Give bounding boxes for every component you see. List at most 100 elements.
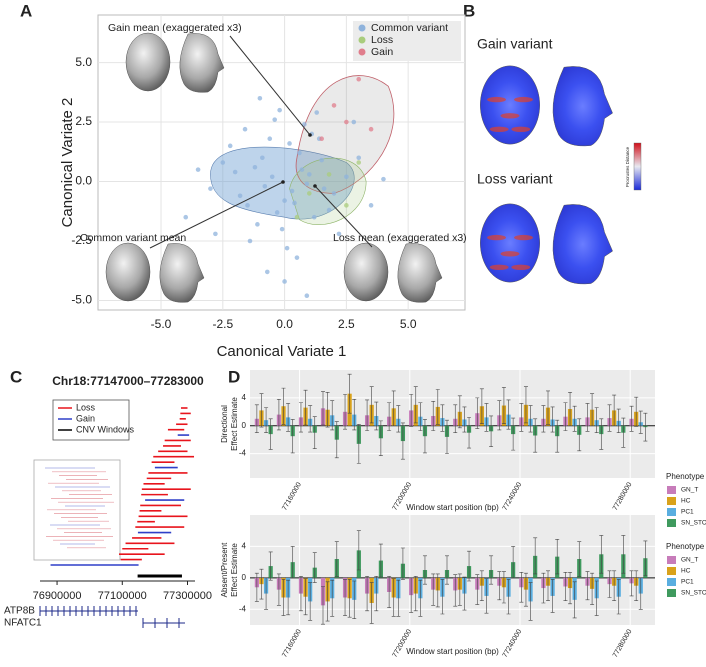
x-axis-title: Window start position (bp) — [406, 503, 499, 512]
y-tick-label: 4 — [242, 542, 247, 551]
scatter-point — [274, 210, 280, 215]
error-bar — [462, 576, 467, 611]
x-tick-label: -5.0 — [151, 317, 172, 331]
scatter-point — [307, 172, 312, 177]
scatter-point — [227, 143, 233, 149]
legend-label: GN_T — [681, 557, 698, 564]
error-bar — [303, 389, 308, 426]
legend-label: CNV Windows — [76, 424, 135, 434]
error-bar — [489, 555, 494, 585]
scatter-point — [252, 164, 258, 170]
scatter-point — [356, 76, 362, 82]
legend-swatch — [358, 36, 366, 44]
scatter-point — [304, 293, 310, 299]
error-bar — [276, 573, 281, 606]
panel-label: D — [228, 367, 240, 386]
error-bar — [445, 555, 450, 585]
scatter-point — [289, 188, 295, 194]
error-bar — [320, 586, 325, 625]
scatter-point — [304, 181, 310, 187]
error-bar — [489, 415, 494, 447]
error-bar — [369, 582, 374, 624]
face-render — [125, 32, 171, 92]
error-bar — [511, 546, 516, 579]
error-bar — [254, 404, 259, 434]
error-bar — [343, 394, 348, 430]
y-axis-title: Canonical Variate 2 — [59, 98, 76, 228]
x-axis-title: Window start position (bp) — [406, 647, 499, 656]
error-bar — [369, 386, 374, 424]
error-bar — [541, 405, 546, 433]
x-tick-label: 2.5 — [338, 317, 355, 331]
legend-title: Phenotype — [666, 472, 705, 481]
error-bar — [519, 572, 524, 603]
x-tick-label: 76900000 — [33, 590, 82, 602]
error-bar — [616, 579, 621, 615]
error-bar — [590, 393, 595, 427]
y-axis-title: Effect Estimate — [230, 397, 239, 451]
error-bar — [400, 547, 405, 580]
error-bar — [568, 391, 573, 427]
error-bar — [612, 570, 617, 601]
y-tick-label: -5.0 — [71, 293, 92, 307]
error-bar — [638, 577, 643, 610]
error-bar — [422, 419, 427, 454]
scatter-point — [294, 214, 300, 220]
error-bar — [435, 389, 440, 425]
face-render — [105, 242, 151, 302]
scatter-point — [319, 136, 324, 142]
y-axis-title: Absent/Present — [220, 542, 229, 597]
scatter-point — [282, 279, 287, 284]
error-bar — [440, 579, 445, 615]
error-bar — [303, 578, 308, 616]
scatter-point — [260, 155, 265, 161]
error-bar — [475, 397, 480, 429]
face-heat — [500, 113, 520, 119]
x-tick-label: 0.0 — [276, 317, 293, 331]
error-bar — [365, 575, 370, 612]
error-bar — [519, 403, 524, 432]
annotation: Common variant mean — [80, 232, 186, 244]
annotation-arrow — [149, 181, 284, 249]
scatter-point — [237, 193, 243, 199]
legend-swatch — [667, 508, 676, 516]
face-heading: Gain variant — [477, 36, 553, 52]
face-profile — [179, 33, 225, 93]
error-bar — [422, 555, 427, 585]
gene-label: NFATC1 — [4, 618, 42, 629]
scatter-point — [262, 183, 268, 189]
error-bar — [431, 401, 436, 431]
error-bar — [453, 404, 458, 434]
scatter-point — [242, 126, 248, 132]
error-bar — [555, 419, 560, 453]
error-bar — [391, 578, 396, 617]
scatter-point — [326, 207, 332, 213]
legend-label: Gain — [76, 413, 95, 423]
y-tick-label: 4 — [242, 393, 247, 402]
error-bar — [585, 403, 590, 432]
error-bar — [325, 391, 330, 428]
error-bar — [467, 550, 472, 582]
scatter-point — [232, 169, 238, 175]
legend-label: PC1 — [681, 579, 694, 586]
legend-swatch — [667, 567, 676, 575]
error-bar — [533, 537, 538, 575]
annotation: Gain mean (exaggerated x3) — [108, 22, 242, 34]
error-bar — [325, 581, 330, 622]
error-bar — [378, 420, 383, 457]
legend-title: Phenotype — [666, 542, 705, 551]
scatter-point — [272, 117, 278, 122]
legend-box — [52, 399, 130, 441]
x-tick-label: 77100000 — [98, 590, 147, 602]
plot-area — [250, 515, 655, 625]
error-bar — [546, 390, 551, 425]
scatter-point — [344, 174, 349, 180]
error-bar — [391, 390, 396, 427]
error-bar — [607, 404, 612, 432]
error-bar — [563, 572, 568, 601]
error-bar — [286, 579, 291, 616]
error-bar — [506, 399, 511, 430]
error-bar — [511, 417, 516, 451]
x-tick-label: 77280000 — [612, 628, 634, 659]
face-heat — [489, 126, 509, 132]
